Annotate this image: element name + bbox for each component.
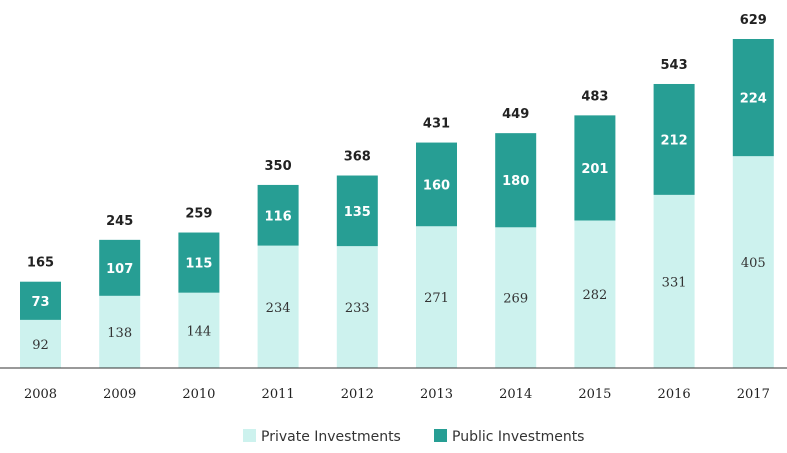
x-tick-label: 2011	[262, 387, 295, 402]
legend-swatch-private	[243, 429, 256, 442]
bar-private-2015	[574, 220, 616, 368]
bar-private-2009	[99, 295, 141, 368]
legend: Private Investments Public Investments	[243, 429, 584, 445]
total-value-label: 543	[661, 58, 688, 73]
bar-public-2012	[336, 175, 378, 247]
total-value-label: 259	[185, 207, 212, 222]
total-value-label: 245	[106, 214, 133, 229]
bar-public-2010	[178, 232, 220, 293]
public-value-label: 224	[740, 92, 767, 107]
total-value-label: 449	[502, 107, 529, 122]
x-tick-label: 2009	[103, 387, 136, 402]
legend-label-private: Private Investments	[261, 429, 401, 445]
bar-private-2013	[416, 226, 457, 368]
x-tick-label: 2008	[24, 387, 57, 402]
private-value-label: 138	[107, 326, 132, 341]
bar-public-2015	[574, 115, 616, 221]
x-tick-labels-group: 2008 2009 2010 2011 2012 2013 2014 2015 2016 2017	[24, 387, 770, 402]
private-value-label: 271	[424, 291, 449, 306]
public-value-label: 201	[581, 162, 608, 177]
public-value-label: 73	[31, 295, 49, 310]
private-value-label: 331	[662, 275, 687, 290]
bar-private-2016	[653, 194, 695, 368]
bar-private-2008	[20, 319, 61, 368]
private-value-label: 405	[741, 256, 766, 271]
bar-private-2011	[257, 245, 299, 368]
total-value-label: 483	[581, 89, 608, 104]
public-value-label: 107	[106, 262, 133, 277]
legend-label-public: Public Investments	[452, 429, 584, 445]
bar-public-2008	[20, 281, 61, 320]
x-tick-label: 2013	[420, 387, 453, 402]
private-value-label: 269	[503, 292, 528, 307]
x-tick-label: 2010	[182, 387, 215, 402]
public-value-label: 116	[265, 209, 292, 224]
public-value-label: 212	[661, 133, 688, 148]
private-value-label: 92	[32, 338, 49, 353]
x-tick-label: 2016	[658, 387, 691, 402]
bar-public-2017	[732, 39, 774, 157]
legend-swatch-public	[434, 429, 447, 442]
total-value-label: 165	[27, 256, 54, 271]
x-tick-label: 2017	[737, 387, 770, 402]
bar-public-2014	[495, 133, 537, 228]
private-value-label: 233	[345, 301, 370, 316]
value-labels-group: 92 73 165 138 107 245 144 115 259 234 116 350 233 135…	[27, 13, 767, 353]
bar-private-2014	[495, 227, 537, 368]
bar-private-2010	[178, 292, 220, 368]
bar-public-2009	[99, 239, 141, 296]
private-value-label: 144	[186, 324, 211, 339]
public-value-label: 135	[344, 205, 371, 220]
x-tick-label: 2012	[341, 387, 374, 402]
bar-private-2017	[732, 156, 774, 368]
total-value-label: 350	[265, 159, 292, 174]
public-value-label: 160	[423, 178, 450, 193]
total-value-label: 368	[344, 150, 371, 165]
private-value-label: 282	[582, 288, 607, 303]
bar-private-2012	[336, 246, 378, 368]
total-value-label: 629	[740, 13, 767, 28]
x-tick-label: 2014	[499, 387, 532, 402]
public-value-label: 180	[502, 174, 529, 189]
private-value-label: 234	[266, 301, 291, 316]
bar-public-2016	[653, 83, 695, 195]
bar-public-2011	[257, 184, 299, 246]
x-tick-label: 2015	[578, 387, 611, 402]
total-value-label: 431	[423, 117, 450, 132]
bar-public-2013	[416, 142, 457, 227]
public-value-label: 115	[185, 257, 212, 272]
bars-group	[20, 39, 774, 368]
